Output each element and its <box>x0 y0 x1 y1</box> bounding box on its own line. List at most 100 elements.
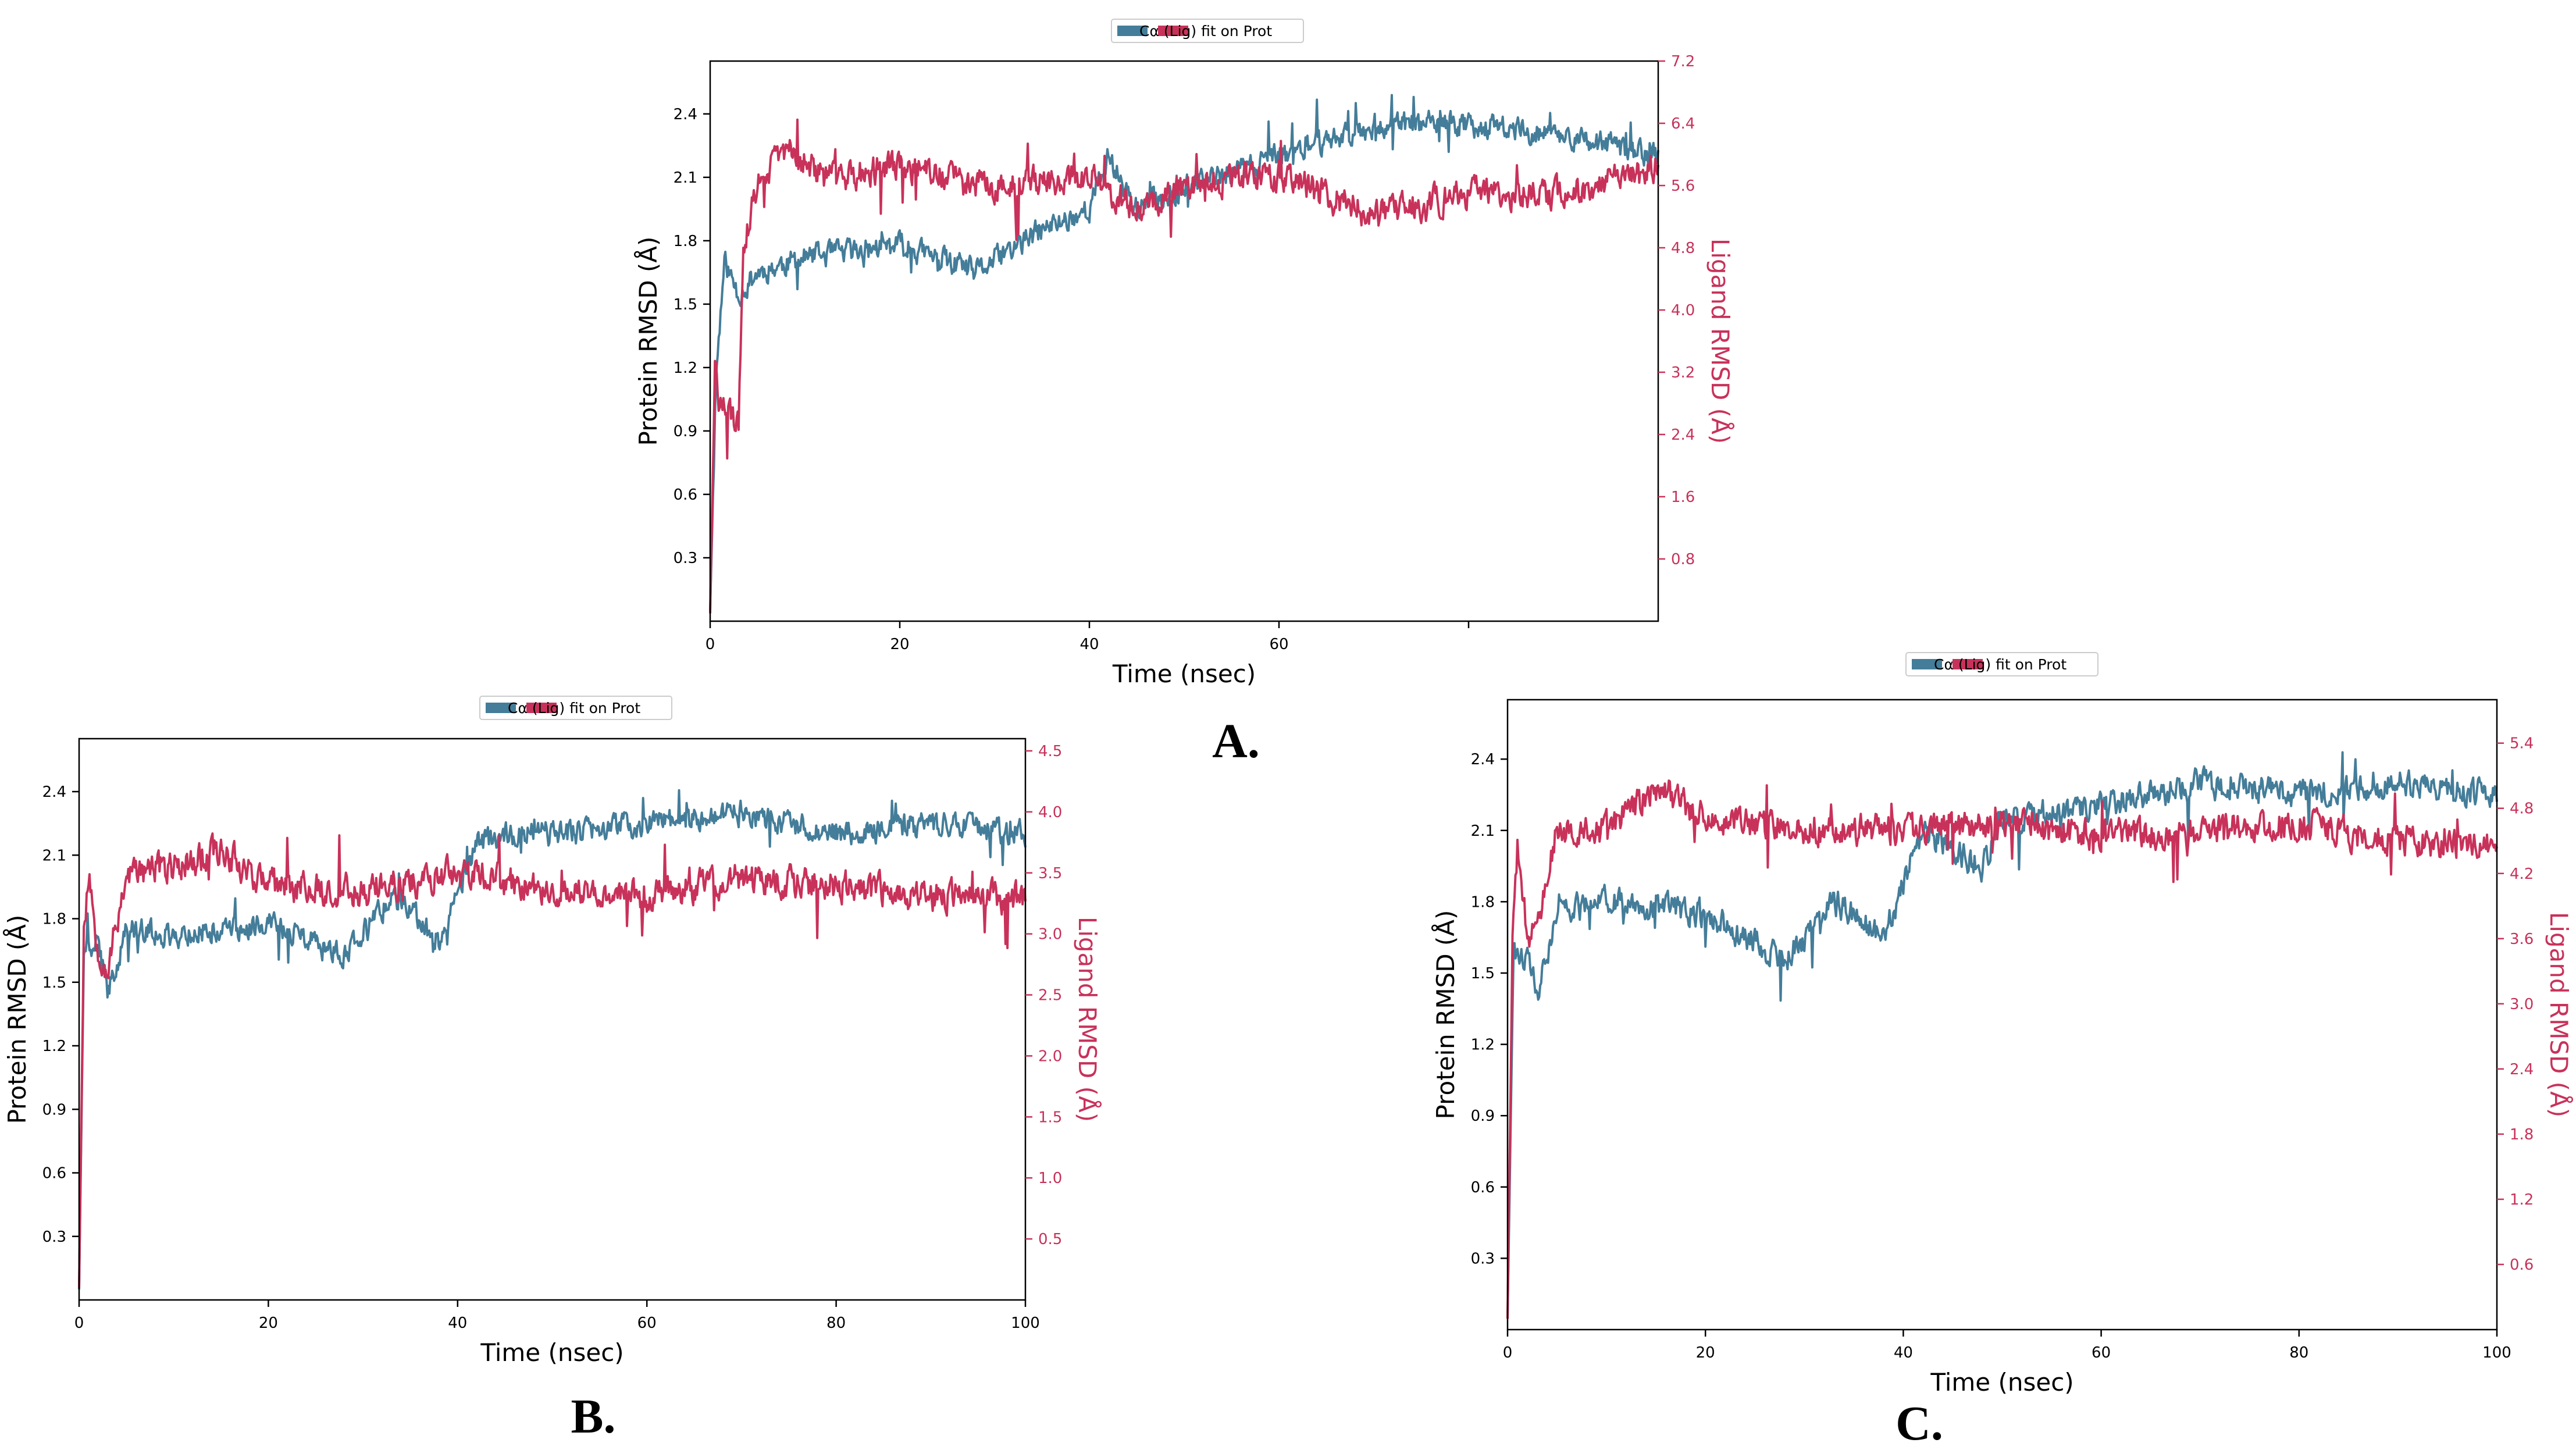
y-right-tick-label: 5.6 <box>1671 177 1695 195</box>
y-left-tick-label: 0.9 <box>1471 1107 1495 1125</box>
legend-box <box>1111 19 1304 43</box>
y-right-tick-label: 2.4 <box>2510 1061 2534 1078</box>
legend-swatch-ligand <box>1158 26 1188 36</box>
y-left-axis-label: Protein RMSD (Å) <box>1431 910 1460 1120</box>
y-left-tick-label: 2.1 <box>1471 822 1495 840</box>
y-left-tick-label: 1.8 <box>1471 893 1495 911</box>
y-left-tick-label: 1.5 <box>1471 965 1495 982</box>
y-right-tick-label: 2.0 <box>1038 1048 1062 1065</box>
legend-box <box>1905 652 2098 676</box>
x-tick-label: 40 <box>1079 636 1099 653</box>
x-tick-label: 80 <box>826 1314 846 1332</box>
y-left-tick-label: 2.4 <box>674 106 697 123</box>
series-line-ligand <box>709 118 1659 614</box>
y-right-tick-label: 1.8 <box>2510 1126 2534 1143</box>
y-left-tick-label: 0.9 <box>42 1101 66 1118</box>
legend-swatch-ligand <box>1953 659 1983 669</box>
panel-label: B. <box>571 1390 615 1444</box>
y-left-tick-label: 2.4 <box>1471 751 1495 768</box>
x-axis-label: Time (nsec) <box>1112 660 1256 688</box>
y-left-axis-label: Protein RMSD (Å) <box>633 237 662 446</box>
x-tick-label: 0 <box>706 636 715 653</box>
y-left-tick-label: 2.1 <box>42 847 66 864</box>
y-right-tick-label: 5.4 <box>2510 735 2534 753</box>
legend-label: Cα (Lig) fit on Prot <box>1934 656 2066 673</box>
y-left-tick-label: 1.2 <box>674 359 697 377</box>
y-right-tick-label: 3.0 <box>2510 996 2534 1013</box>
y-right-tick-label: 4.0 <box>1038 804 1062 821</box>
y-left-tick-label: 0.6 <box>1471 1179 1495 1196</box>
y-right-tick-label: 1.6 <box>1671 489 1695 506</box>
x-axis-label: Time (nsec) <box>480 1338 623 1367</box>
y-right-tick-label: 3.6 <box>2510 931 2534 948</box>
y-right-tick-label: 0.5 <box>1038 1231 1062 1248</box>
y-left-tick-label: 0.3 <box>674 550 697 567</box>
legend: Cα (Lig) fit on Prot <box>479 696 672 720</box>
x-tick-label: 0 <box>74 1314 84 1332</box>
legend-swatch-protein <box>1117 26 1148 36</box>
y-left-tick-label: 0.3 <box>1471 1250 1495 1267</box>
x-tick-label: 60 <box>2092 1344 2111 1362</box>
x-tick-label: 100 <box>1011 1314 1040 1332</box>
y-right-tick-label: 1.2 <box>2510 1191 2534 1209</box>
y-right-axis-label: Ligand RMSD (Å) <box>1073 917 1102 1122</box>
series-line-ligand <box>78 832 1027 1288</box>
y-left-tick-label: 1.8 <box>42 911 66 928</box>
chart-panel-3: 0 20 40 60 80 100 0.3 0.6 0.9 1.2 1.5 1.8 2.1 2.4 0.6 1… <box>1431 652 2574 1396</box>
y-right-tick-label: 4.5 <box>1038 743 1062 760</box>
y-left-tick-label: 2.1 <box>674 169 697 187</box>
series-line-protein <box>1506 751 2498 1318</box>
y-left-tick-label: 1.2 <box>42 1038 66 1055</box>
legend-box <box>479 696 672 720</box>
y-right-tick-label: 0.8 <box>1671 551 1695 568</box>
y-right-tick-label: 1.0 <box>1038 1170 1062 1187</box>
y-right-tick-label: 4.8 <box>2510 800 2534 818</box>
plot-frame <box>78 738 1027 1301</box>
y-right-tick-label: 1.5 <box>1038 1109 1062 1126</box>
y-left-tick-label: 1.2 <box>1471 1036 1495 1054</box>
x-tick-label: 60 <box>637 1314 657 1332</box>
legend-label: Cα (Lig) fit on Prot <box>508 700 640 717</box>
y-left-tick-label: 0.6 <box>674 486 697 504</box>
y-right-tick-label: 2.5 <box>1038 987 1062 1004</box>
legend: Cα (Lig) fit on Prot <box>1905 652 2098 676</box>
y-left-axis-label: Protein RMSD (Å) <box>2 915 31 1124</box>
y-right-axis-label: Ligand RMSD (Å) <box>1706 238 1735 444</box>
y-left-tick-label: 1.8 <box>674 233 697 250</box>
y-right-tick-label: 4.0 <box>1671 302 1695 319</box>
y-right-tick-label: 4.8 <box>1671 240 1695 257</box>
x-tick-label: 40 <box>1894 1344 1913 1362</box>
legend: Cα (Lig) fit on Prot <box>1111 19 1304 43</box>
plot-frame <box>709 60 1659 622</box>
y-right-tick-label: 3.2 <box>1671 364 1695 382</box>
panel-label: C. <box>1896 1396 1943 1450</box>
y-left-tick-label: 1.5 <box>674 296 697 313</box>
legend-swatch-ligand <box>526 703 557 713</box>
y-right-tick-label: 3.0 <box>1038 926 1062 943</box>
x-tick-label: 0 <box>1503 1344 1513 1362</box>
series-line-protein <box>78 789 1027 1289</box>
plot-frame <box>1506 699 2498 1331</box>
panel-label: A. <box>1212 714 1260 768</box>
y-right-tick-label: 7.2 <box>1671 53 1695 70</box>
y-right-tick-label: 4.2 <box>2510 865 2534 883</box>
y-left-tick-label: 0.3 <box>42 1228 66 1246</box>
y-right-tick-label: 2.4 <box>1671 426 1695 444</box>
chart-panel-2: 0 20 40 60 80 100 0.3 0.6 0.9 1.2 1.5 1.8 2.1 2.4 0.5 1… <box>2 696 1102 1367</box>
legend-swatch-protein <box>1912 659 1942 669</box>
series-line-protein <box>709 94 1659 611</box>
y-left-tick-label: 1.5 <box>42 974 66 992</box>
series-line-ligand <box>1506 779 2498 1319</box>
y-left-tick-label: 0.6 <box>42 1165 66 1182</box>
legend-swatch-protein <box>486 703 516 713</box>
y-right-tick-label: 0.6 <box>2510 1256 2534 1274</box>
x-tick-label: 40 <box>448 1314 467 1332</box>
x-tick-label: 20 <box>890 636 909 653</box>
x-tick-label: 20 <box>1696 1344 1715 1362</box>
chart-panel-1: 0 20 40 60 0.3 0.6 0.9 1.2 1.5 1.8 2.1 2.4 0.8 1.6 2.4… <box>633 19 1735 688</box>
y-right-tick-label: 6.4 <box>1671 115 1695 133</box>
x-axis-label: Time (nsec) <box>1930 1368 2073 1396</box>
x-tick-label: 100 <box>2482 1344 2511 1362</box>
y-left-tick-label: 0.9 <box>674 423 697 440</box>
